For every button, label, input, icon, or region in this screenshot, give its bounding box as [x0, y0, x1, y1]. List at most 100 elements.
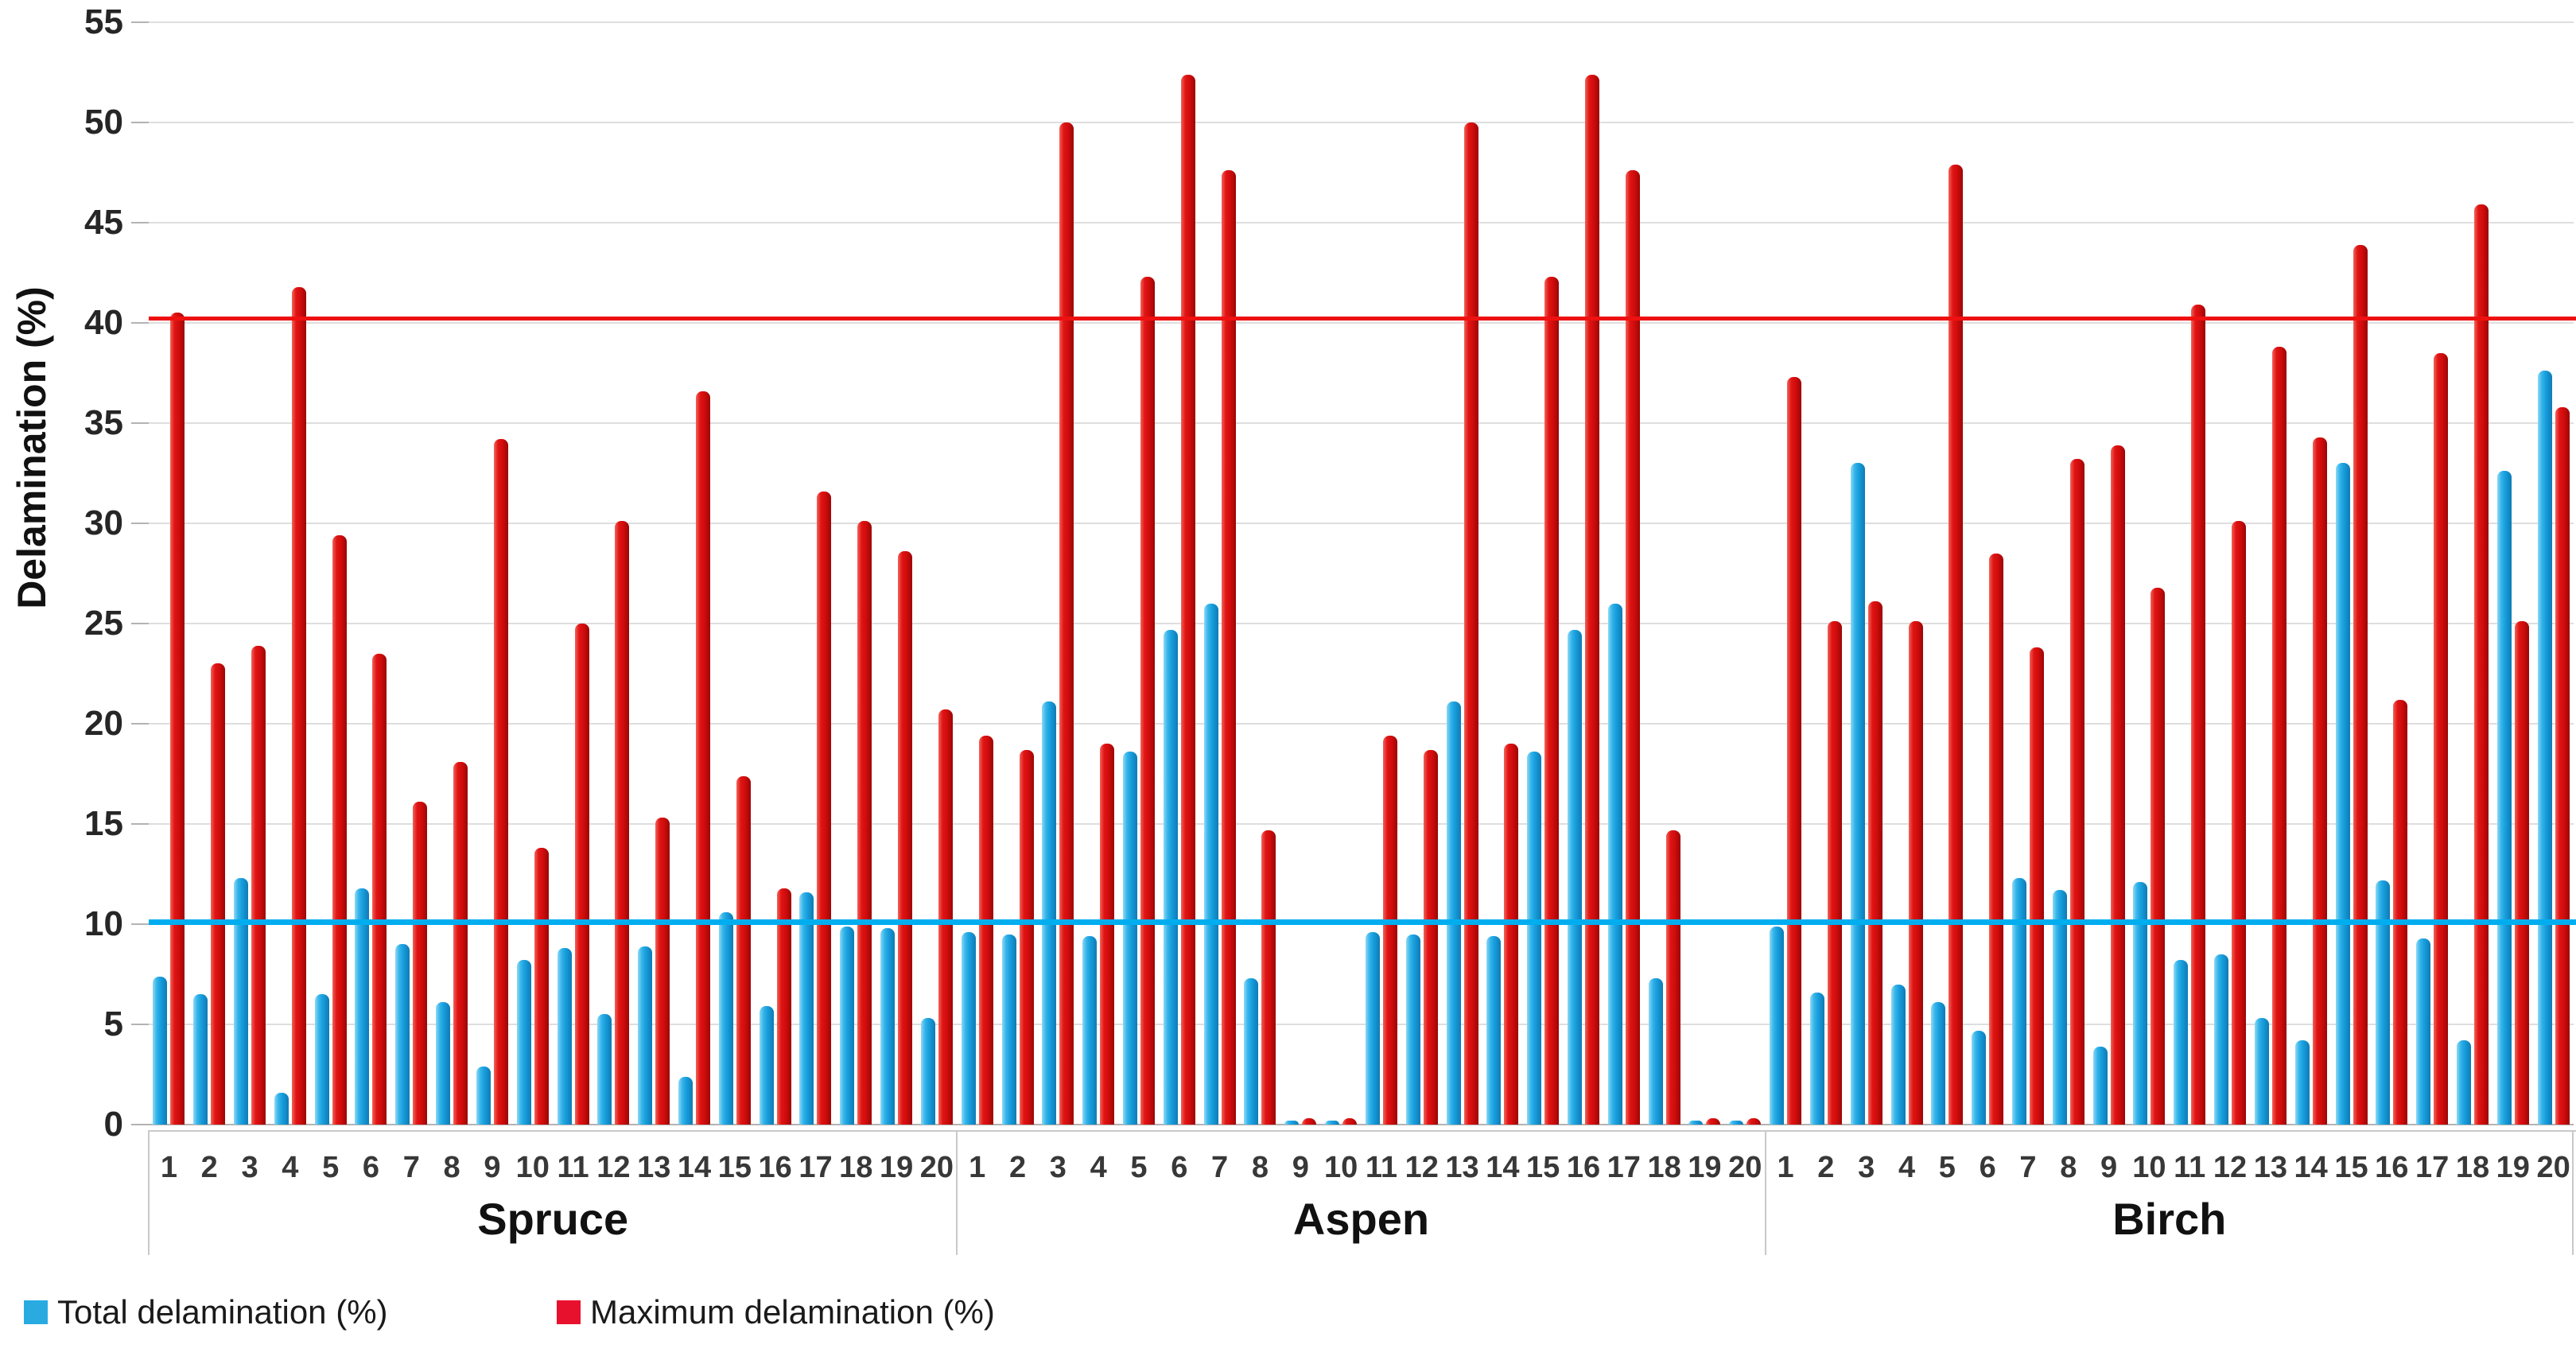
bar-total-delamination	[1890, 984, 1906, 1125]
bar-total-delamination	[436, 1002, 451, 1125]
grid-line	[149, 623, 2574, 624]
grid-line	[149, 1024, 2574, 1025]
total-delamination-swatch-icon	[24, 1300, 48, 1324]
x-tick-label: 16	[2375, 1151, 2409, 1184]
x-tick-label: 17	[798, 1151, 833, 1184]
bar-maximum-delamination	[2473, 204, 2489, 1125]
bar-maximum-delamination	[211, 663, 226, 1125]
bar-maximum-delamination	[1059, 122, 1074, 1125]
bar-maximum-delamination	[493, 439, 508, 1125]
bar-maximum-delamination	[2232, 521, 2247, 1125]
x-tick-label: 8	[1251, 1151, 1269, 1184]
bar-total-delamination	[597, 1014, 612, 1125]
bar-total-delamination	[678, 1076, 694, 1125]
bar-total-delamination	[1405, 934, 1420, 1125]
legend-label-total: Total delamination (%)	[57, 1293, 388, 1331]
x-tick-label: 6	[1171, 1151, 1188, 1184]
x-tick-label: 19	[1688, 1151, 1722, 1184]
x-tick-label: 18	[839, 1151, 873, 1184]
x-tick-label: 15	[1526, 1151, 1560, 1184]
bar-total-delamination	[1001, 934, 1016, 1125]
bar-maximum-delamination	[2555, 406, 2570, 1125]
bar-total-delamination	[2294, 1040, 2310, 1125]
bar-total-delamination	[2496, 471, 2512, 1125]
bar-total-delamination	[2214, 954, 2229, 1125]
bar-maximum-delamination	[1423, 749, 1438, 1125]
bar-total-delamination	[961, 932, 976, 1125]
bar-maximum-delamination	[2069, 459, 2085, 1125]
bar-maximum-delamination	[615, 521, 630, 1125]
y-tick-label: 20	[84, 704, 123, 743]
y-tick-label: 55	[84, 2, 123, 41]
grid-line	[149, 122, 2574, 123]
x-tick-label: 7	[402, 1151, 420, 1184]
x-tick-label: 8	[443, 1151, 460, 1184]
group-separator	[148, 1130, 150, 1255]
grid-line	[149, 723, 2574, 725]
bar-total-delamination	[2052, 890, 2067, 1125]
group-separator	[1764, 1130, 1766, 1255]
y-axis-tick	[131, 523, 149, 524]
bar-total-delamination	[1123, 752, 1137, 1125]
bar-total-delamination	[1042, 701, 1057, 1125]
x-tick-label: 2	[200, 1151, 218, 1184]
bar-maximum-delamination	[2151, 587, 2166, 1125]
bar-maximum-delamination	[1221, 170, 1236, 1125]
bar-total-delamination	[920, 1018, 935, 1125]
x-tick-label: 14	[2294, 1151, 2328, 1184]
x-tick-label: 10	[515, 1151, 550, 1184]
bar-total-delamination	[2133, 882, 2148, 1125]
bar-total-delamination	[1931, 1002, 1946, 1125]
x-tick-label: 14	[677, 1151, 712, 1184]
bar-total-delamination	[1325, 1120, 1340, 1125]
bar-maximum-delamination	[978, 736, 993, 1125]
bar-total-delamination	[234, 878, 249, 1125]
bar-maximum-delamination	[2434, 352, 2449, 1125]
x-tick-label: 13	[2253, 1151, 2287, 1184]
x-tick-label: 17	[2415, 1151, 2450, 1184]
bar-total-delamination	[2011, 878, 2026, 1125]
bar-maximum-delamination	[736, 775, 751, 1125]
bar-total-delamination	[1567, 629, 1582, 1125]
grid-line	[149, 222, 2574, 223]
bar-total-delamination	[1972, 1030, 1987, 1125]
x-tick-label: 2	[1008, 1151, 1027, 1184]
x-tick-label: 11	[1365, 1151, 1397, 1184]
group-label: Spruce	[477, 1194, 629, 1244]
bar-maximum-delamination	[332, 535, 347, 1125]
y-axis-tick	[131, 823, 149, 825]
x-tick-label: 11	[557, 1151, 589, 1184]
bar-total-delamination	[759, 1006, 774, 1125]
y-tick-label: 30	[84, 503, 123, 542]
x-tick-label: 13	[1445, 1151, 1479, 1184]
legend-item-maximum: Maximum delamination (%)	[557, 1293, 995, 1331]
bar-total-delamination	[1082, 936, 1098, 1125]
bar-maximum-delamination	[1989, 553, 2004, 1125]
bar-total-delamination	[2376, 880, 2391, 1125]
bar-total-delamination	[1607, 603, 1622, 1125]
bar-total-delamination	[2416, 938, 2431, 1125]
x-tick-label: 4	[282, 1151, 299, 1184]
x-tick-label: 8	[2060, 1151, 2077, 1184]
y-axis-tick	[131, 422, 149, 424]
bar-maximum-delamination	[776, 888, 791, 1125]
x-tick-label: 3	[1049, 1151, 1067, 1184]
y-axis-tick	[131, 322, 149, 324]
x-tick-label: 3	[241, 1151, 258, 1184]
bar-total-delamination	[1486, 936, 1502, 1125]
bar-total-delamination	[718, 911, 733, 1125]
x-tick-label: 11	[2174, 1151, 2206, 1184]
grid-line	[149, 422, 2574, 424]
bar-maximum-delamination	[1140, 277, 1155, 1125]
x-tick-label: 20	[2536, 1151, 2570, 1184]
bar-total-delamination	[395, 944, 410, 1125]
bar-maximum-delamination	[1100, 744, 1115, 1125]
bar-total-delamination	[2254, 1018, 2269, 1125]
bar-maximum-delamination	[170, 313, 185, 1125]
x-tick-label: 1	[969, 1151, 986, 1184]
group-label: Birch	[2112, 1194, 2227, 1244]
bar-total-delamination	[1365, 932, 1380, 1125]
y-axis-tick	[131, 623, 149, 624]
x-tick-label: 9	[1292, 1151, 1309, 1184]
bar-maximum-delamination	[1746, 1118, 1762, 1125]
